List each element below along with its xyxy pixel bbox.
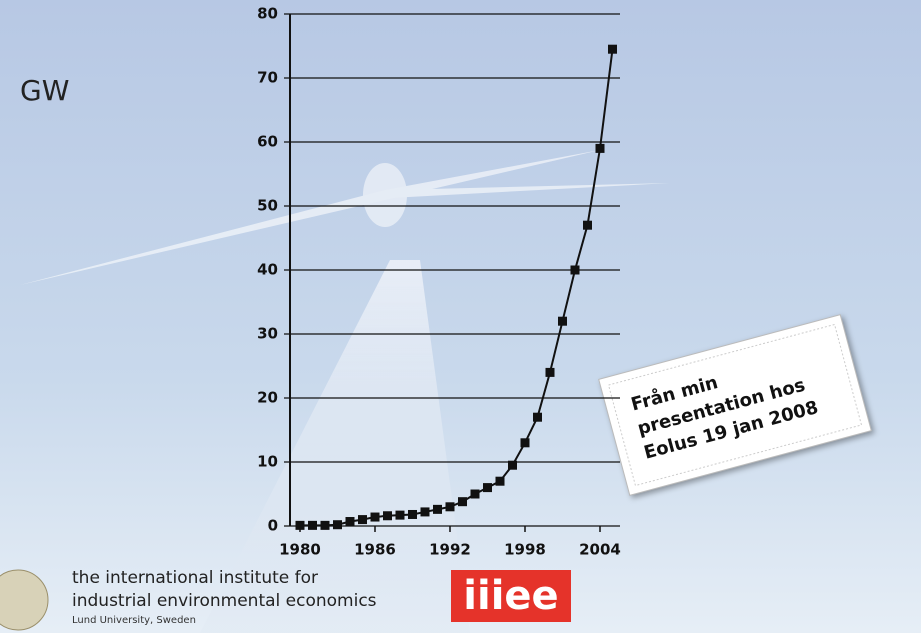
marker [495, 476, 505, 486]
x-tick-label: 1992 [429, 541, 471, 559]
marker [358, 515, 367, 525]
marker [433, 504, 442, 514]
y-tick-label: 60 [257, 133, 278, 151]
y-tick-label: 80 [257, 5, 278, 23]
y-tick-label: 50 [257, 197, 278, 215]
y-tick-label: 0 [268, 517, 278, 535]
y-tick-label: 30 [257, 325, 278, 343]
marker [383, 511, 392, 521]
x-tick-label: 2004 [579, 541, 621, 559]
marker [320, 520, 330, 530]
y-tick-label: 20 [257, 389, 278, 407]
marker [508, 460, 517, 470]
logo: iiiee [463, 573, 558, 619]
footer-university: Lund University, Sweden [72, 615, 196, 626]
marker [470, 489, 480, 499]
marker [520, 438, 530, 448]
footer-line: the international institute for [72, 568, 318, 588]
marker [295, 520, 305, 530]
logo-box [451, 570, 571, 622]
marker [370, 512, 380, 522]
x-tick-label: 1998 [504, 541, 546, 559]
marker [583, 220, 592, 230]
marker [483, 483, 492, 493]
marker [420, 507, 430, 517]
turbine [20, 150, 670, 633]
marker [570, 265, 580, 275]
marker [545, 367, 555, 377]
y-tick-label: 70 [257, 69, 278, 87]
marker [345, 517, 355, 527]
marker [408, 509, 417, 519]
marker [558, 316, 567, 326]
x-tick-label: 1986 [354, 541, 396, 559]
x-tick-label: 1980 [279, 541, 321, 559]
note-box [598, 314, 872, 496]
marker [395, 510, 405, 520]
y-tick-label: 40 [257, 261, 278, 279]
seal [0, 569, 49, 631]
marker [458, 497, 467, 507]
marker [308, 520, 317, 530]
marker [608, 44, 617, 54]
y-tick-label: 10 [257, 453, 278, 471]
footer-line: industrial environmental economics [72, 591, 377, 611]
y-axis-label: GW [20, 74, 69, 107]
marker [445, 502, 455, 512]
marker [533, 412, 542, 422]
marker [595, 143, 605, 153]
marker [333, 520, 342, 530]
